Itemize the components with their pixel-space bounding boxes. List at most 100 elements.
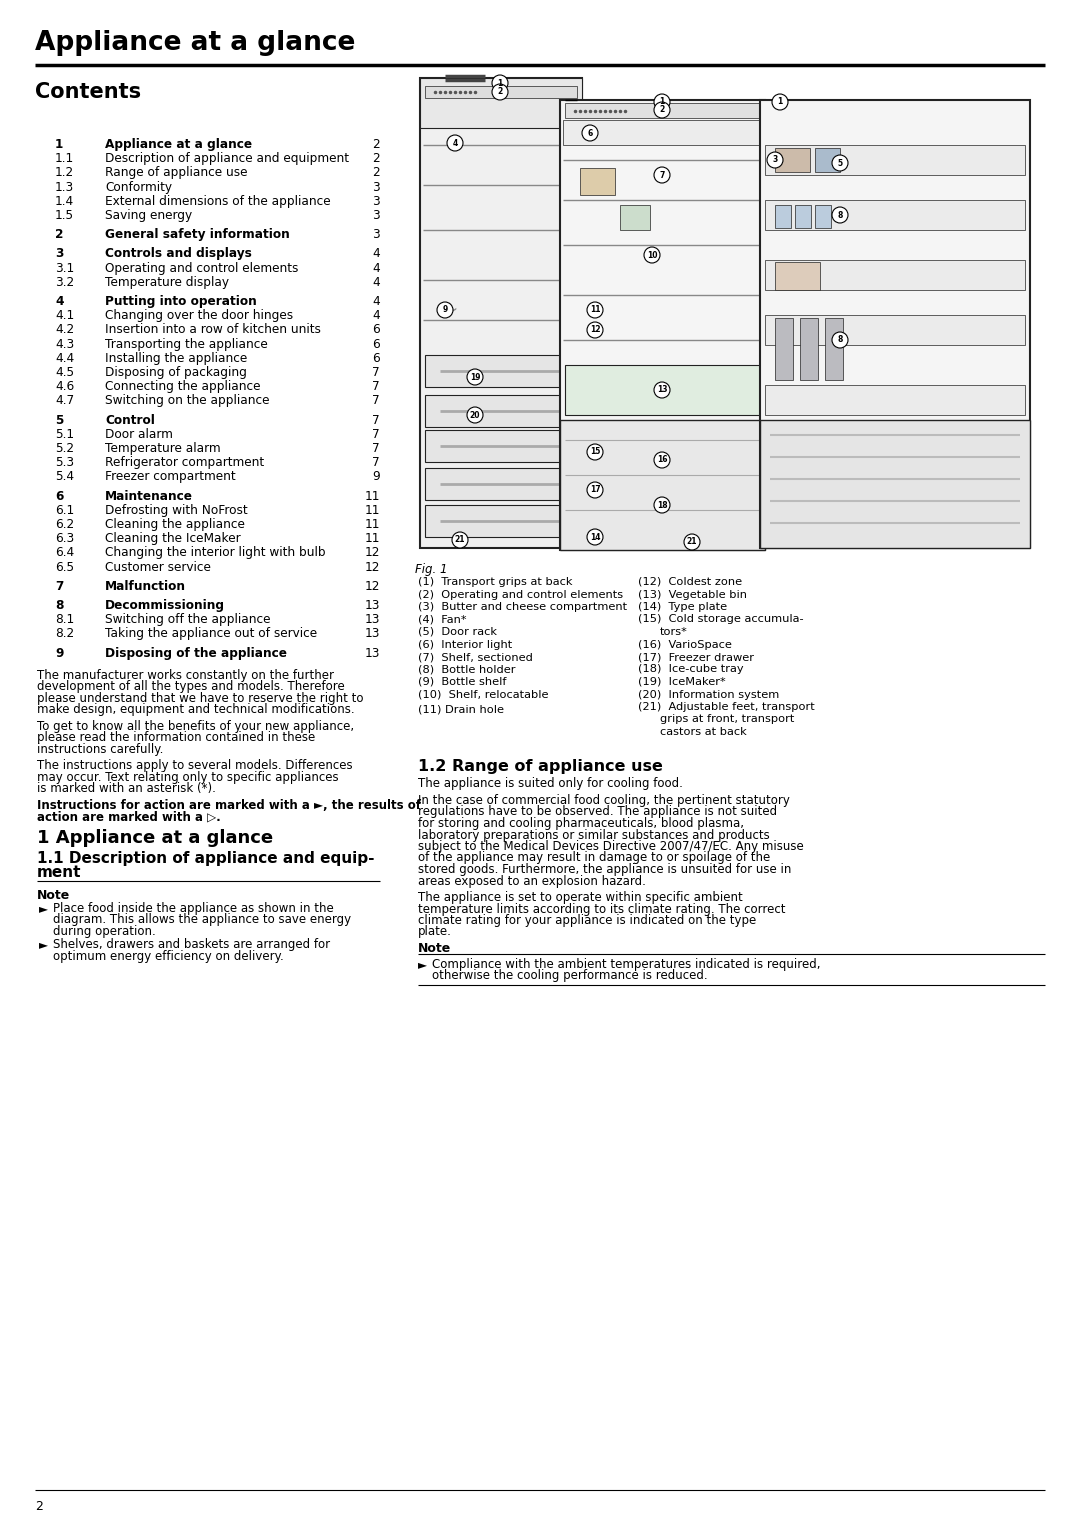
Text: 8.1: 8.1	[55, 614, 75, 626]
Text: castors at back: castors at back	[660, 727, 746, 738]
Text: (19)  IceMaker*: (19) IceMaker*	[638, 676, 726, 687]
Text: 1.5: 1.5	[55, 209, 75, 221]
Text: ment: ment	[37, 864, 81, 880]
Text: areas exposed to an explosion hazard.: areas exposed to an explosion hazard.	[418, 875, 646, 887]
Text: 1.1 Description of appliance and equip-: 1.1 Description of appliance and equip-	[37, 851, 375, 866]
Text: 13: 13	[365, 628, 380, 640]
Text: 3.2: 3.2	[55, 276, 75, 289]
Bar	[565, 365, 760, 415]
Text: 6: 6	[373, 351, 380, 365]
Text: instructions carefully.: instructions carefully.	[37, 742, 163, 756]
Circle shape	[654, 166, 670, 183]
Bar	[565, 102, 760, 118]
Text: development of all the types and models. Therefore: development of all the types and models.…	[37, 681, 345, 693]
Circle shape	[832, 208, 848, 223]
Text: Note: Note	[37, 889, 70, 902]
Text: 7: 7	[373, 414, 380, 426]
Text: 6.3: 6.3	[55, 533, 75, 545]
Bar	[775, 318, 793, 380]
Text: 9: 9	[443, 305, 447, 315]
Bar	[561, 99, 765, 550]
Text: 6.2: 6.2	[55, 518, 75, 531]
Text: (8)  Bottle holder: (8) Bottle holder	[418, 664, 515, 675]
Text: (9)  Bottle shelf: (9) Bottle shelf	[418, 676, 507, 687]
Circle shape	[772, 95, 788, 110]
Bar	[420, 78, 582, 128]
Text: Control: Control	[105, 414, 154, 426]
Text: 8.2: 8.2	[55, 628, 75, 640]
Text: 15: 15	[590, 447, 600, 457]
Text: of the appliance may result in damage to or spoilage of the: of the appliance may result in damage to…	[418, 852, 770, 864]
Text: Connecting the appliance: Connecting the appliance	[105, 380, 260, 392]
Text: Transporting the appliance: Transporting the appliance	[105, 337, 268, 351]
Text: 4.7: 4.7	[55, 394, 75, 408]
Bar	[426, 505, 577, 538]
Text: 8: 8	[837, 336, 842, 345]
Text: 4: 4	[373, 308, 380, 322]
Text: 6: 6	[373, 324, 380, 336]
Text: (2)  Operating and control elements: (2) Operating and control elements	[418, 589, 623, 600]
Text: (4)  Fan*: (4) Fan*	[418, 614, 467, 625]
Bar	[765, 315, 1025, 345]
Text: 2: 2	[373, 137, 380, 151]
Text: 7: 7	[373, 380, 380, 392]
Text: 13: 13	[657, 385, 667, 394]
Text: Cleaning the IceMaker: Cleaning the IceMaker	[105, 533, 241, 545]
Text: 3: 3	[373, 209, 380, 221]
Text: may occur. Text relating only to specific appliances: may occur. Text relating only to specifi…	[37, 771, 339, 783]
Circle shape	[832, 331, 848, 348]
Bar	[800, 318, 818, 380]
Text: Changing the interior light with bulb: Changing the interior light with bulb	[105, 547, 326, 559]
Text: 4: 4	[373, 261, 380, 275]
Text: Door alarm: Door alarm	[105, 428, 173, 441]
Circle shape	[654, 496, 670, 513]
Text: 21: 21	[687, 538, 698, 547]
Text: Shelves, drawers and baskets are arranged for: Shelves, drawers and baskets are arrange…	[53, 938, 330, 951]
Text: 1: 1	[660, 98, 664, 107]
Circle shape	[467, 408, 483, 423]
Text: Fig. 1: Fig. 1	[415, 563, 447, 576]
Circle shape	[654, 102, 670, 118]
Text: 4.4: 4.4	[55, 351, 75, 365]
Text: 2: 2	[35, 1500, 43, 1513]
Circle shape	[582, 125, 598, 140]
Text: 3: 3	[373, 195, 380, 208]
Text: In the case of commercial food cooling, the pertinent statutory: In the case of commercial food cooling, …	[418, 794, 789, 806]
Text: stored goods. Furthermore, the appliance is unsuited for use in: stored goods. Furthermore, the appliance…	[418, 863, 792, 876]
Text: (6)  Interior light: (6) Interior light	[418, 640, 512, 649]
Text: Note: Note	[418, 942, 451, 954]
Bar	[415, 70, 1030, 560]
Circle shape	[588, 528, 603, 545]
Text: 5.3: 5.3	[55, 457, 75, 469]
Text: Contents: Contents	[35, 82, 141, 102]
Bar	[795, 205, 811, 228]
Text: ~: ~	[442, 301, 458, 319]
Text: 13: 13	[365, 646, 380, 660]
Text: 6: 6	[588, 128, 593, 137]
Text: (1)  Transport grips at back: (1) Transport grips at back	[418, 577, 572, 586]
Text: The manufacturer works constantly on the further: The manufacturer works constantly on the…	[37, 669, 334, 681]
Text: 2: 2	[373, 153, 380, 165]
Text: 7: 7	[55, 580, 64, 592]
Circle shape	[447, 134, 463, 151]
Bar	[815, 148, 840, 173]
Text: Changing over the door hinges: Changing over the door hinges	[105, 308, 293, 322]
Text: temperature limits according to its climate rating. The correct: temperature limits according to its clim…	[418, 902, 785, 916]
Circle shape	[588, 483, 603, 498]
Text: 1.2: 1.2	[55, 166, 75, 179]
Text: 4.6: 4.6	[55, 380, 75, 392]
Text: (12)  Coldest zone: (12) Coldest zone	[638, 577, 742, 586]
Text: Switching off the appliance: Switching off the appliance	[105, 614, 270, 626]
Text: Defrosting with NoFrost: Defrosting with NoFrost	[105, 504, 247, 516]
Bar	[775, 263, 820, 290]
Circle shape	[492, 84, 508, 99]
Text: please read the information contained in these: please read the information contained in…	[37, 731, 315, 744]
Text: Putting into operation: Putting into operation	[105, 295, 257, 308]
Text: Description of appliance and equipment: Description of appliance and equipment	[105, 153, 349, 165]
Text: ►: ►	[418, 957, 427, 971]
Text: Refrigerator compartment: Refrigerator compartment	[105, 457, 265, 469]
Text: 7: 7	[659, 171, 664, 180]
Text: 5.4: 5.4	[55, 470, 75, 484]
Text: (17)  Freezer drawer: (17) Freezer drawer	[638, 652, 754, 663]
Text: 4.3: 4.3	[55, 337, 75, 351]
